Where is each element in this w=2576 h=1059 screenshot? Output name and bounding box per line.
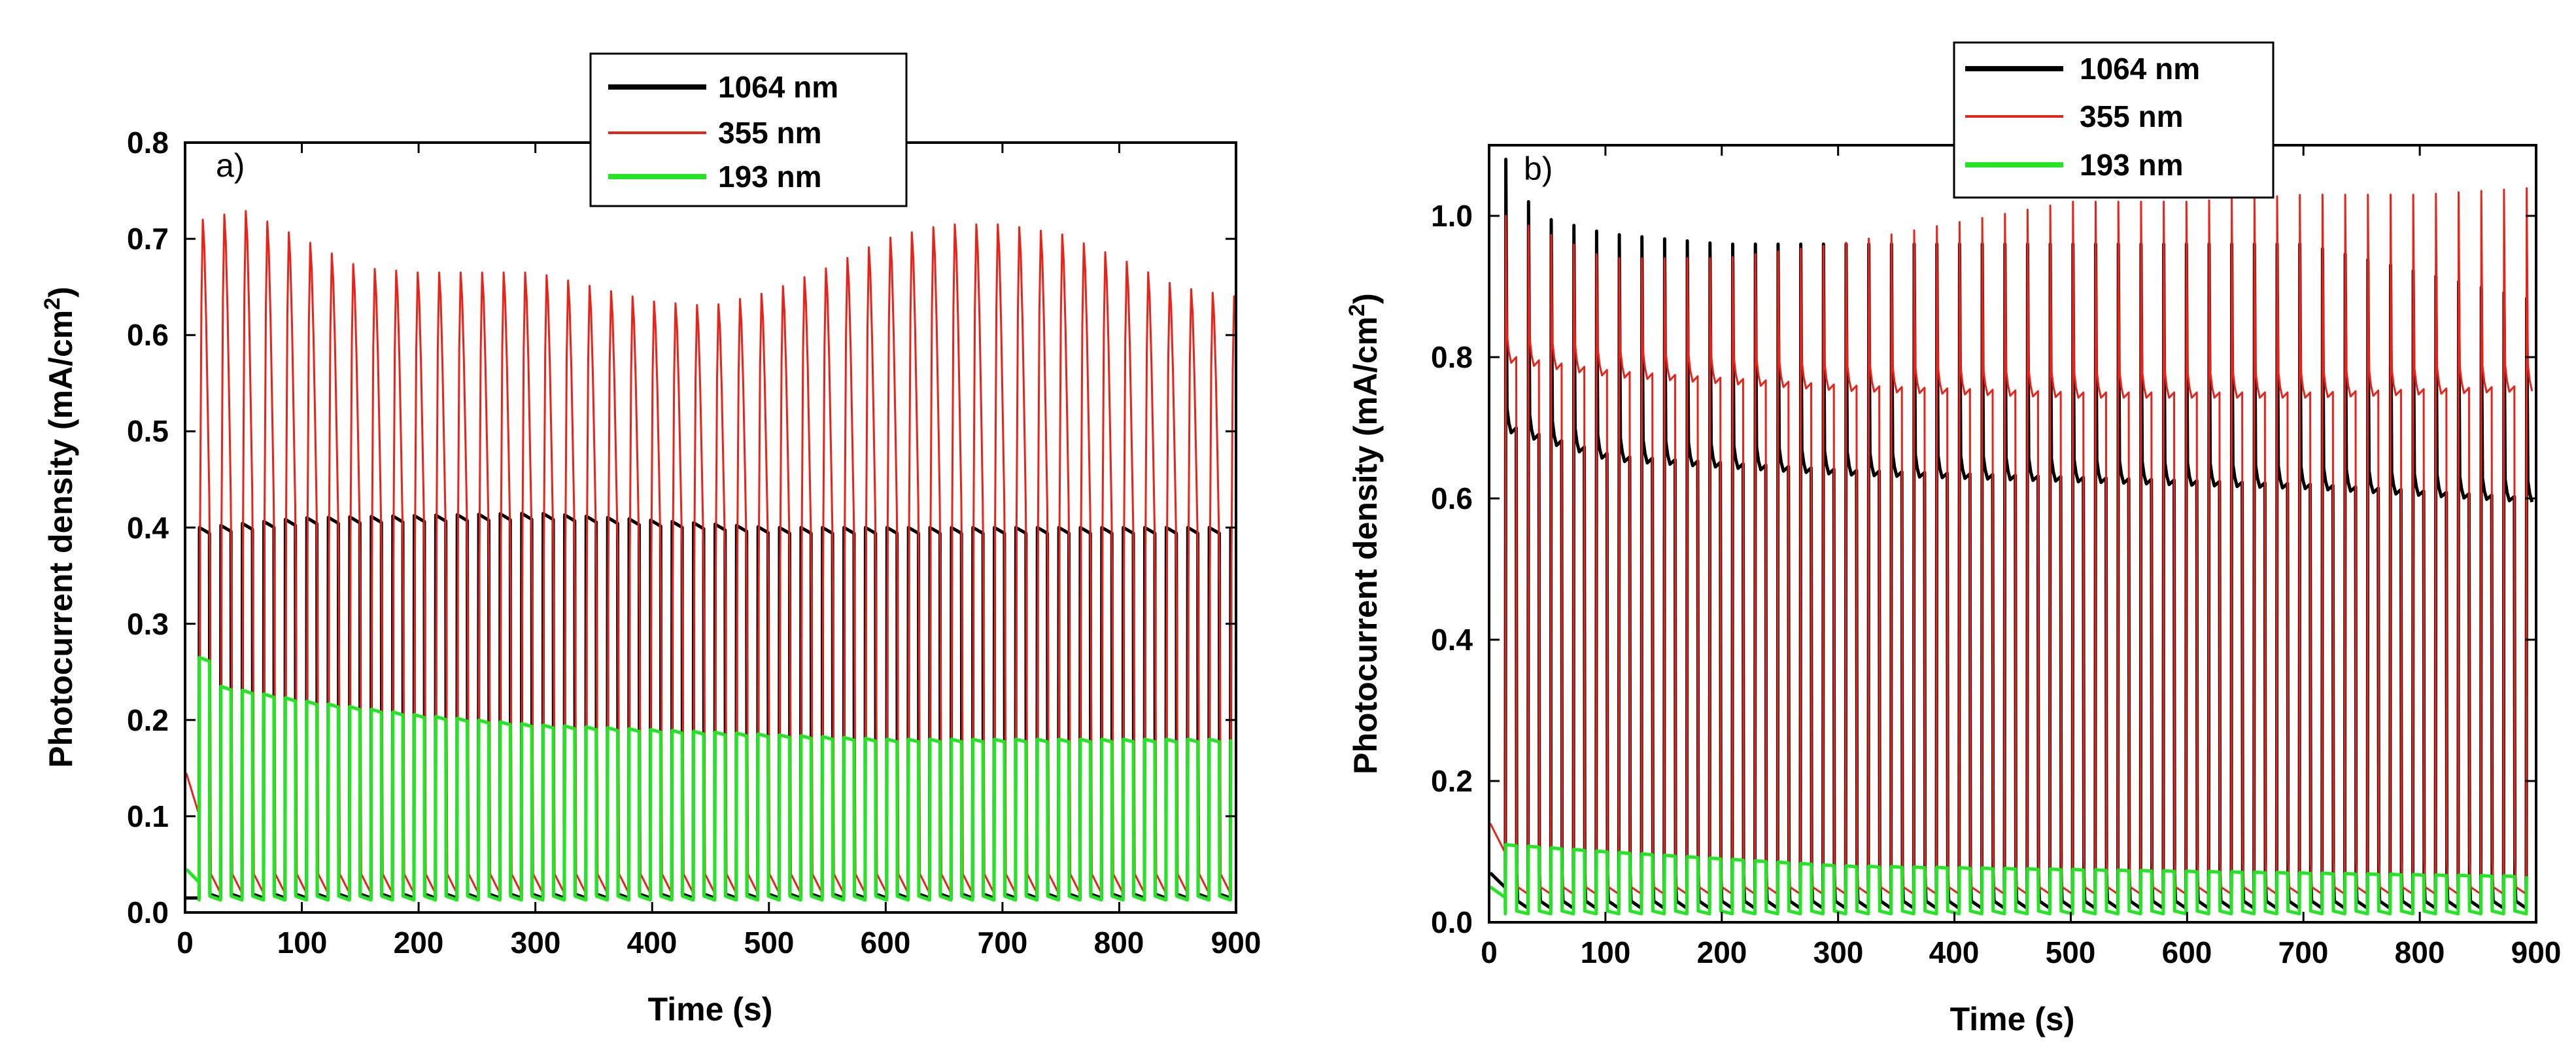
y-tick-label: 0.0 xyxy=(127,895,169,929)
x-tick-label: 800 xyxy=(2395,935,2445,969)
x-tick-label: 500 xyxy=(2046,935,2096,969)
legend-b: 1064 nm 355 nm 193 nm xyxy=(1953,41,2275,199)
x-tick-label: 700 xyxy=(2278,935,2329,969)
x-tick-label: 0 xyxy=(1481,935,1498,969)
y-tick-label: 0.1 xyxy=(127,799,169,833)
series-line-193-nm xyxy=(1489,842,2528,916)
x-axis-title-a: Time (s) xyxy=(648,991,773,1028)
series-layer-b xyxy=(1489,158,2534,916)
x-tick-label: 700 xyxy=(978,926,1028,960)
x-axis-title-b: Time (s) xyxy=(1950,1001,2075,1037)
x-tick-label: 600 xyxy=(861,926,911,960)
y-tick-label: 0.8 xyxy=(127,126,169,160)
x-tick-label: 900 xyxy=(1211,926,1262,960)
y-tick-label: 1.0 xyxy=(1431,199,1473,233)
legend-box-a xyxy=(589,52,908,207)
y-tick-label: 0.3 xyxy=(127,607,169,641)
x-tick-label: 500 xyxy=(744,926,795,960)
chart-panel-a: 0 100 200 300 400 500 600 700 800 900 0.… xyxy=(40,52,1262,1028)
legend-label-193: 193 nm xyxy=(2080,148,2184,182)
x-tick-label: 800 xyxy=(1094,926,1144,960)
y-axis-title-b: Photocurrent density (mA/cm2) xyxy=(1345,293,1384,774)
y-tick-label: 0.6 xyxy=(127,318,169,352)
x-tick-label: 200 xyxy=(394,926,444,960)
legend-label-1064: 1064 nm xyxy=(2080,52,2200,86)
legend-label-355: 355 nm xyxy=(2080,99,2184,133)
legend-a: 1064 nm 355 nm 193 nm xyxy=(589,52,908,207)
x-tick-label: 400 xyxy=(1929,935,1980,969)
x-tick-label: 900 xyxy=(2511,935,2562,969)
x-tick-label: 400 xyxy=(627,926,678,960)
legend-label-1064: 1064 nm xyxy=(718,70,838,104)
series-layer-a xyxy=(185,210,1237,902)
series-line-193-nm xyxy=(185,655,1233,902)
x-tick-label: 300 xyxy=(511,926,561,960)
panel-label-a: a) xyxy=(216,147,245,184)
y-axis-title-a: Photocurrent density (mA/cm2) xyxy=(40,286,79,768)
x-tick-label: 200 xyxy=(1697,935,1747,969)
y-tick-label: 0.4 xyxy=(127,511,169,545)
x-tick-label: 300 xyxy=(1813,935,1864,969)
y-tick-label: 0.4 xyxy=(1431,623,1473,657)
y-tick-label: 0.8 xyxy=(1431,340,1473,374)
legend-label-193: 193 nm xyxy=(718,160,822,194)
legend-label-355: 355 nm xyxy=(718,116,822,150)
chart-panel-b: 0 100 200 300 400 500 600 700 800 900 0.… xyxy=(1345,41,2562,1037)
y-tick-label: 0.7 xyxy=(127,222,169,256)
y-tick-label: 0.0 xyxy=(1431,905,1473,939)
y-tick-label: 0.2 xyxy=(127,703,169,737)
x-tick-label: 100 xyxy=(1581,935,1631,969)
x-tick-label: 0 xyxy=(177,926,194,960)
x-tick-label: 600 xyxy=(2162,935,2212,969)
y-tick-label: 0.5 xyxy=(127,414,169,448)
y-tick-label: 0.6 xyxy=(1431,481,1473,515)
ticks-a xyxy=(184,141,1237,914)
x-tick-label: 100 xyxy=(277,926,328,960)
y-tick-label: 0.2 xyxy=(1431,764,1473,798)
panel-label-b: b) xyxy=(1524,150,1553,187)
